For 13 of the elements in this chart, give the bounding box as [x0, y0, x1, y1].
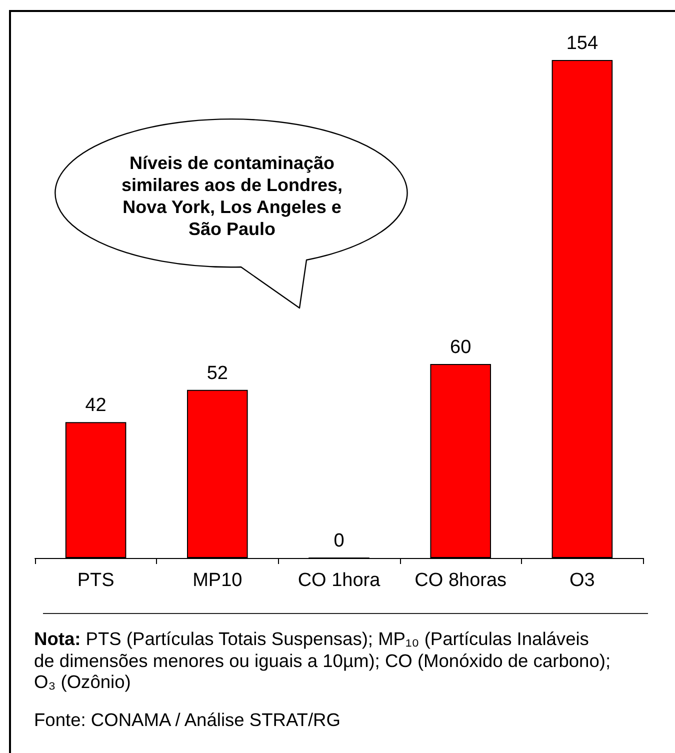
x-tick-label: CO 8horas	[414, 570, 507, 591]
x-tick-label: PTS	[77, 570, 114, 591]
text: Nota: PTS (Partículas Totais Suspensas); MP₁₀ (Partículas Inaláveis de dimensões menores ou iguais a 10µm); CO (Monóxido de carbono); O₃ (Ozônio)	[34, 628, 611, 692]
x-tick-label: MP10	[192, 570, 242, 591]
source-note: Fonte: CONAMA / Análise STRAT/RG	[34, 709, 340, 730]
data-label: 154	[566, 33, 598, 54]
annotation: Níveis de contaminação similares aos de Londres, Nova York, Los Angeles e São Paulo	[120, 152, 344, 240]
x-tick-label: CO 1hora	[298, 570, 381, 591]
data-label: 52	[206, 362, 228, 384]
data-label: 60	[450, 336, 472, 358]
data-label: 0	[334, 530, 344, 552]
data-label: 42	[85, 395, 106, 416]
x-tick-label: O3	[570, 570, 595, 591]
